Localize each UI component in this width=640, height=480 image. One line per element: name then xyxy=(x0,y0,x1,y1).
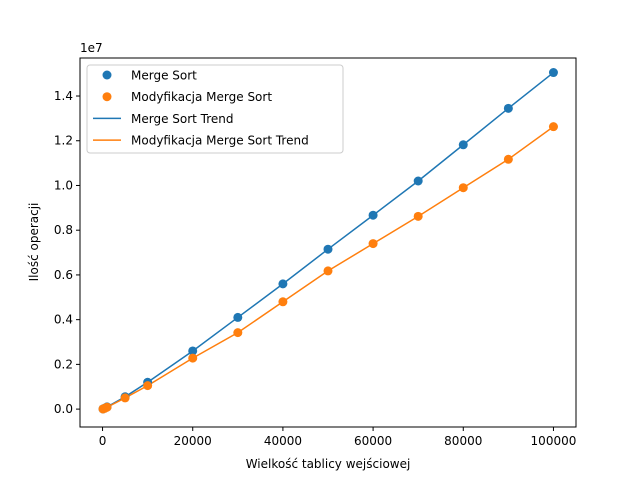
y-axis-label: Ilość operacji xyxy=(27,203,41,282)
data-point-series-0 xyxy=(278,279,288,289)
legend-label: Modyfikacja Merge Sort Trend xyxy=(131,134,309,148)
legend: Merge Sort Modyfikacja Merge Sort Merge So… xyxy=(86,64,344,154)
data-point-series-0 xyxy=(368,210,378,220)
legend-marker xyxy=(102,70,112,80)
y-tick-label: 0.0 xyxy=(54,402,73,416)
data-point-series-0 xyxy=(233,312,243,322)
data-point-series-1 xyxy=(413,211,423,221)
y-tick-label: 0.6 xyxy=(54,268,73,282)
y-tick-label: 0.2 xyxy=(54,357,73,371)
data-point-series-0 xyxy=(188,346,198,356)
y-tick-label: 1.4 xyxy=(54,89,73,103)
legend-box xyxy=(86,64,344,154)
y-tick-label: 1.0 xyxy=(54,178,73,192)
data-point-series-0 xyxy=(548,68,558,78)
y-tick-label: 0.8 xyxy=(54,223,73,237)
data-point-series-1 xyxy=(503,154,513,164)
data-point-series-1 xyxy=(188,353,198,363)
data-point-series-1 xyxy=(143,381,153,391)
x-tick-label: 100000 xyxy=(531,434,577,448)
data-point-series-1 xyxy=(548,122,558,132)
x-axis-label: Wielkość tablicy wejściowej xyxy=(246,457,411,471)
x-tick-label: 20000 xyxy=(174,434,212,448)
data-point-series-1 xyxy=(368,239,378,249)
data-point-series-0 xyxy=(413,176,423,186)
legend-label: Modyfikacja Merge Sort xyxy=(131,90,272,104)
data-point-series-1 xyxy=(323,266,333,276)
data-point-series-1 xyxy=(233,328,243,338)
data-point-series-0 xyxy=(503,103,513,113)
data-point-series-1 xyxy=(120,393,130,403)
data-point-series-1 xyxy=(278,297,288,307)
legend-label: Merge Sort xyxy=(131,69,197,83)
x-axis: 0 20000 40000 60000 80000 100000 xyxy=(99,427,577,448)
x-tick-label: 80000 xyxy=(444,434,482,448)
legend-label: Merge Sort Trend xyxy=(131,112,234,126)
y-axis-offset-text: 1e7 xyxy=(80,41,103,55)
plot-area xyxy=(98,68,558,414)
x-tick-label: 40000 xyxy=(264,434,302,448)
y-axis: 0.0 0.2 0.4 0.6 0.8 1.0 1.2 1.4 xyxy=(54,89,80,416)
data-point-series-1 xyxy=(458,183,468,193)
axes-frame xyxy=(79,57,577,428)
legend-marker xyxy=(102,92,112,102)
x-tick-label: 0 xyxy=(99,434,107,448)
data-point-series-0 xyxy=(323,244,333,254)
data-point-series-0 xyxy=(458,140,468,150)
data-point-series-1 xyxy=(102,402,112,412)
y-tick-label: 1.2 xyxy=(54,134,73,148)
y-tick-label: 0.4 xyxy=(54,313,73,327)
x-tick-label: 60000 xyxy=(354,434,392,448)
